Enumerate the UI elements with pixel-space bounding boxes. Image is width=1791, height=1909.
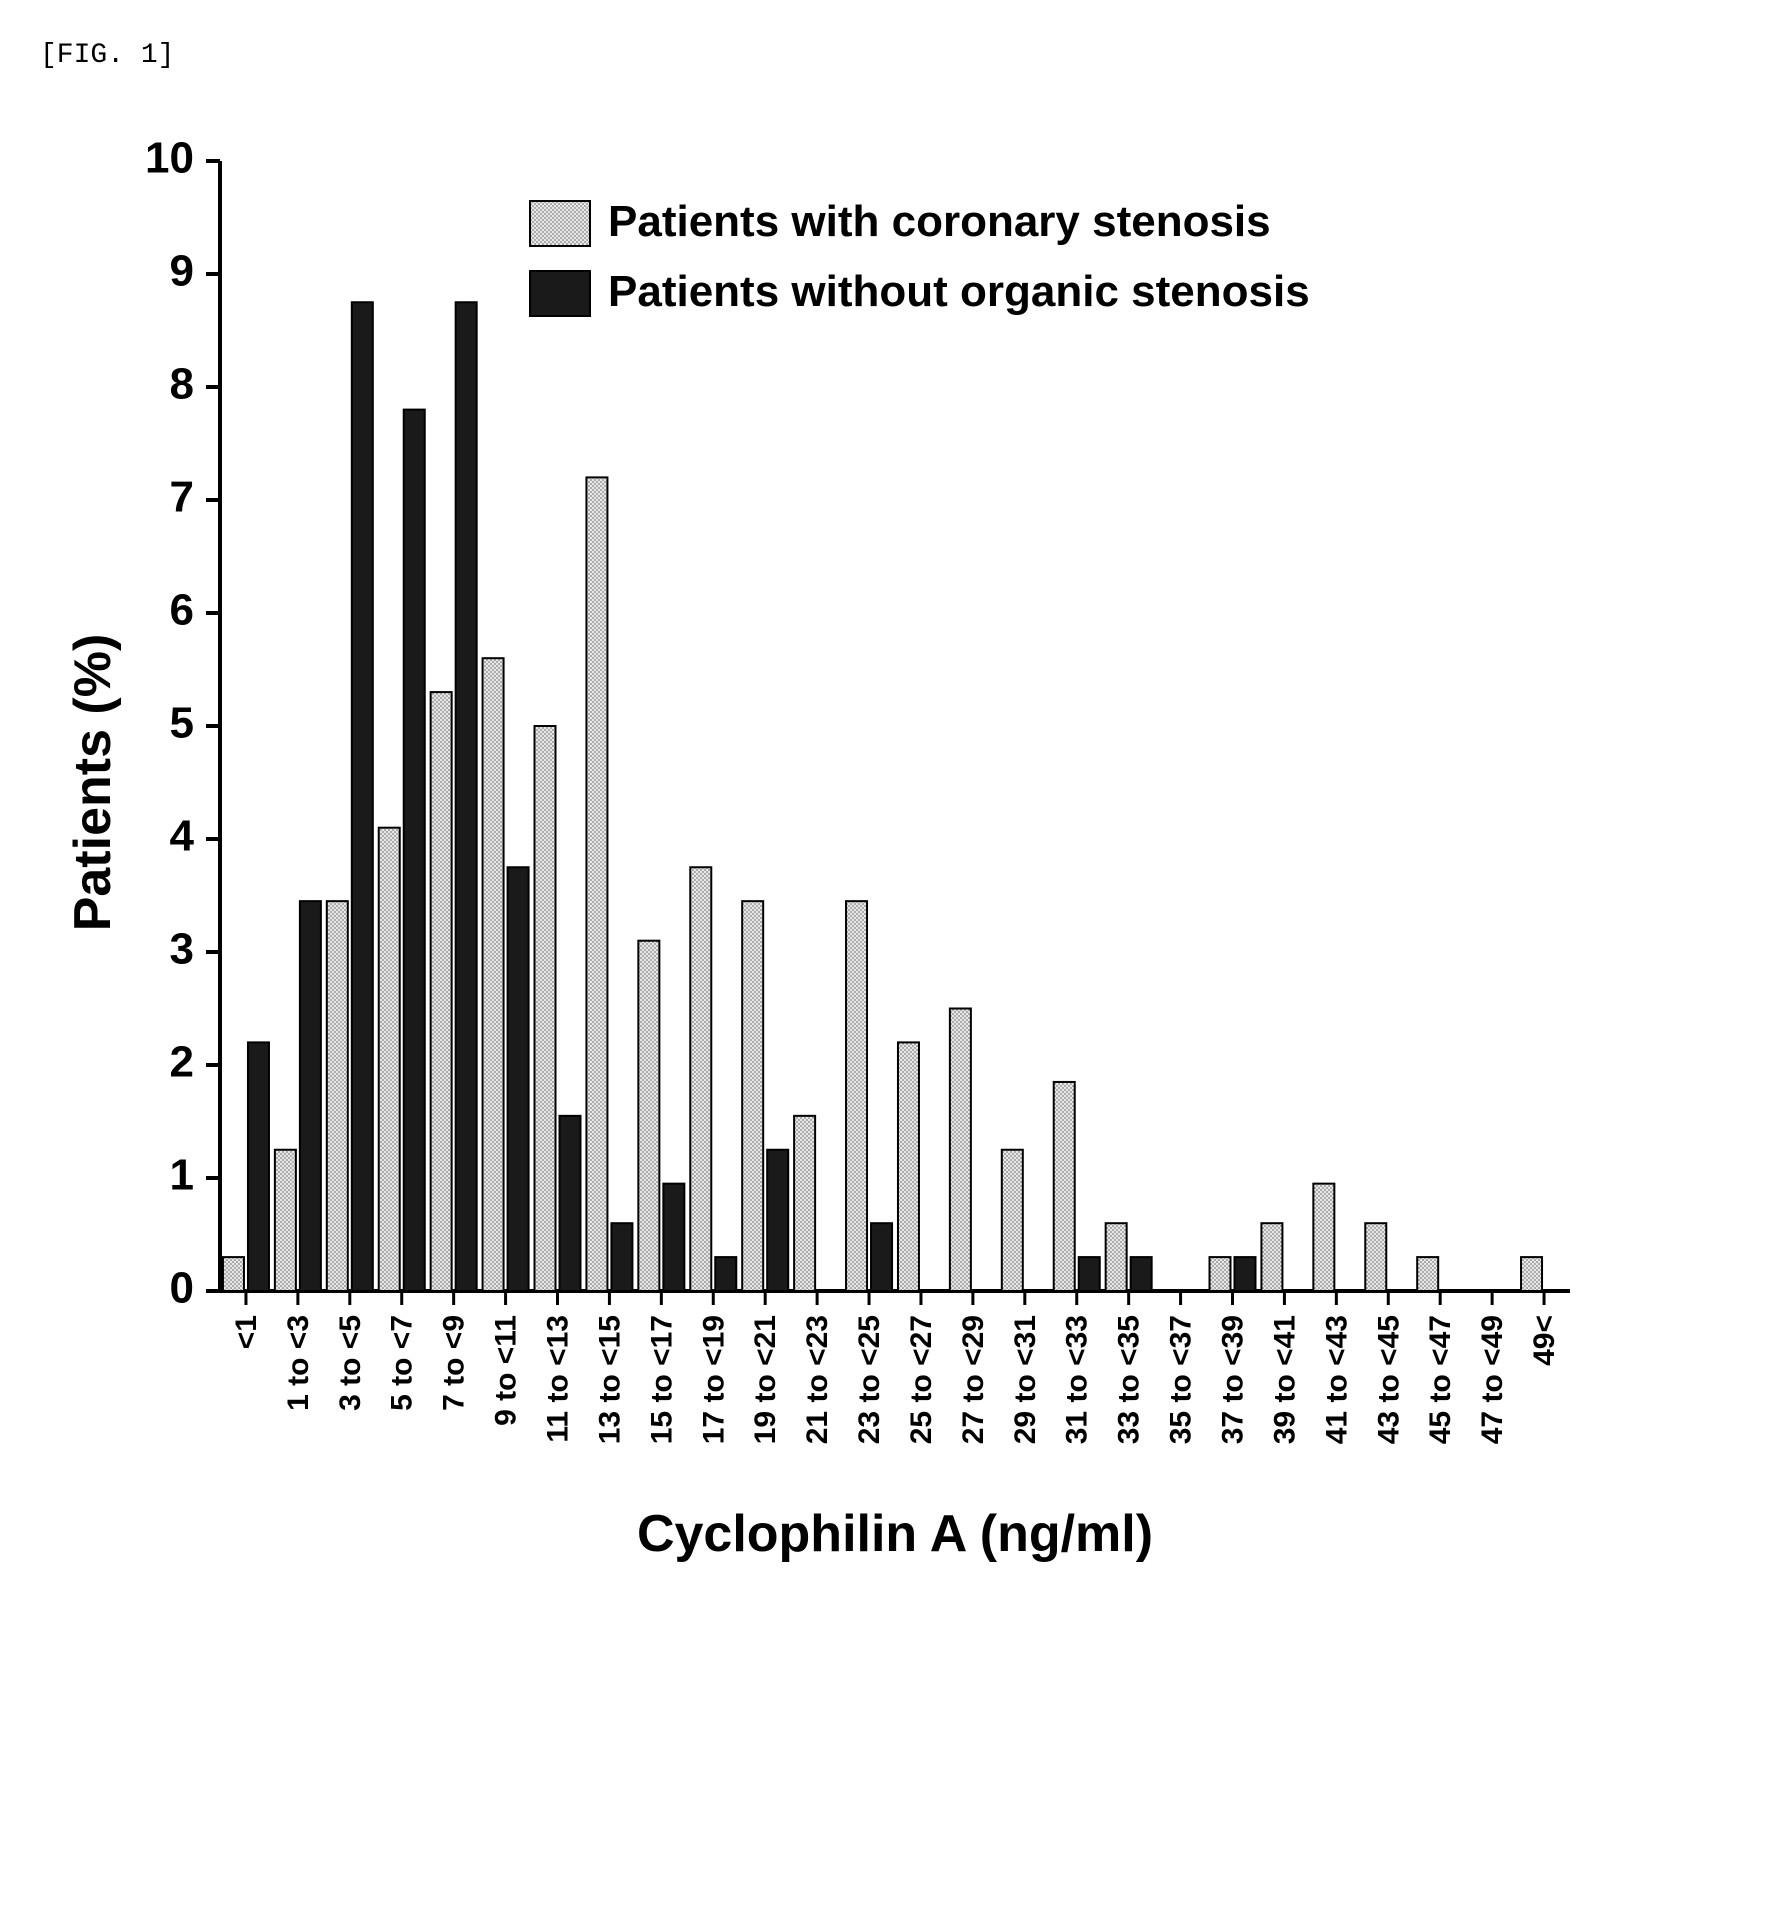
bar [535,726,556,1291]
ytick-label: 2 [170,1038,194,1087]
xtick-label: 27 to <29 [957,1315,990,1444]
ytick-label: 8 [170,360,194,409]
xtick-label: 1 to <3 [282,1315,315,1411]
bar [431,692,452,1291]
xtick-label: 13 to <15 [593,1315,626,1444]
bar [611,1223,632,1291]
bar [1131,1257,1152,1291]
xtick-label: 3 to <5 [334,1315,367,1411]
bar [379,828,400,1291]
legend-label: Patients without organic stenosis [608,267,1310,316]
bar [742,901,763,1291]
bar [508,867,529,1291]
bar [300,901,321,1291]
bar [1002,1150,1023,1291]
xtick-label: 11 to <13 [542,1315,575,1443]
legend-swatch [530,201,590,246]
bar [1365,1223,1386,1291]
bar [767,1150,788,1291]
bar [1521,1257,1542,1291]
bar-chart: 0 1 2 3 4 5 6 7 8 9 10 Patients (%) <1 1 to <3 3 to <5… [40,101,1640,1801]
xtick-label: 49< [1528,1315,1561,1366]
bar [1054,1082,1075,1291]
bar [483,658,504,1291]
chart-container: 0 1 2 3 4 5 6 7 8 9 10 Patients (%) <1 1 to <3 3 to <5… [40,101,1640,1801]
legend-label: Patients with coronary stenosis [608,197,1271,246]
xtick-label: 37 to <39 [1217,1315,1250,1444]
bar [560,1116,581,1291]
xtick-label: 25 to <27 [905,1315,938,1444]
y-axis-label: Patients (%) [64,634,122,932]
bar [275,1150,296,1291]
xtick-label: 5 to <7 [386,1315,419,1411]
bar [1210,1257,1231,1291]
bar [898,1042,919,1291]
bar [327,901,348,1291]
xtick-label: 41 to <43 [1320,1315,1353,1444]
bar [690,867,711,1291]
ytick-label: 7 [170,473,194,522]
xtick-label: 31 to <33 [1061,1315,1094,1444]
bar [223,1257,244,1291]
xtick-label: 17 to <19 [697,1315,730,1444]
bar [1079,1257,1100,1291]
xtick-label: 19 to <21 [749,1315,782,1444]
xtick-label: 29 to <31 [1009,1315,1042,1444]
ytick-label: 6 [170,586,194,635]
xtick-label: 39 to <41 [1268,1315,1301,1444]
bar [456,302,477,1291]
ytick-label: 4 [170,812,195,861]
bar [846,901,867,1291]
xtick-label: 35 to <37 [1165,1315,1198,1444]
bar [352,302,373,1291]
ytick-label: 0 [170,1264,194,1313]
bar [586,477,607,1291]
xtick-label: 33 to <35 [1113,1315,1146,1444]
xtick-label: 47 to <49 [1476,1315,1509,1444]
bar [871,1223,892,1291]
ytick-label: 9 [170,247,194,296]
ytick-label: 1 [170,1151,194,1200]
bar [663,1184,684,1291]
bar [638,941,659,1291]
bar [1313,1184,1334,1291]
xtick-label: 43 to <45 [1372,1315,1405,1444]
ytick-label: 10 [145,134,194,183]
xtick-label: 23 to <25 [853,1315,886,1444]
bar [1235,1257,1256,1291]
bar [794,1116,815,1291]
ytick-label: 3 [170,925,194,974]
ytick-label: 5 [170,699,194,748]
bar [1417,1257,1438,1291]
bar [950,1009,971,1292]
bar [1106,1223,1127,1291]
xtick-label: 21 to <23 [801,1315,834,1444]
bar [1261,1223,1282,1291]
xtick-label: <1 [230,1315,263,1349]
xtick-label: 7 to <9 [438,1315,471,1411]
figure-label: [FIG. 1] [40,40,1751,71]
xtick-label: 9 to <11 [490,1315,523,1426]
bar [715,1257,736,1291]
bar [248,1042,269,1291]
xtick-label: 45 to <47 [1424,1315,1457,1444]
bar [404,410,425,1291]
legend-swatch [530,271,590,316]
xtick-label: 15 to <17 [645,1315,678,1444]
x-axis-label: Cyclophilin A (ng/ml) [637,1505,1153,1563]
